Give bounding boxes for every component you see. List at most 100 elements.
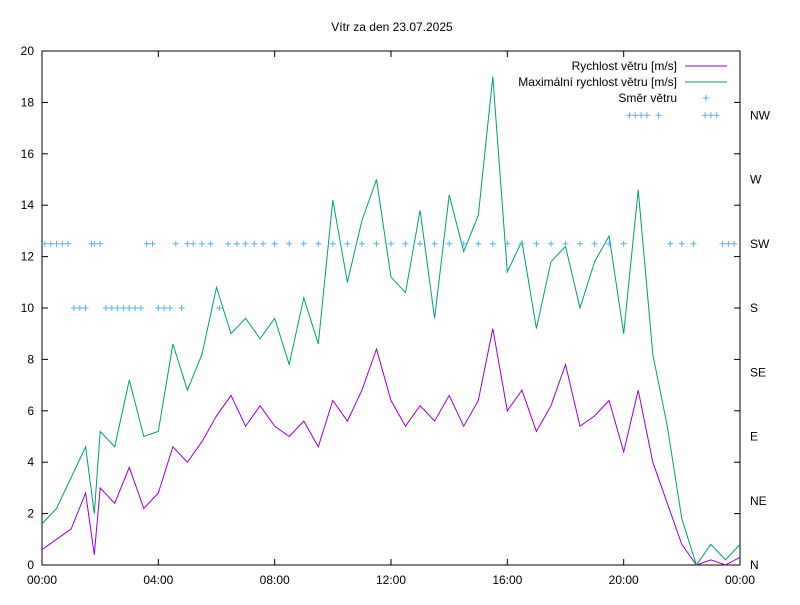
legend-swatch-point <box>703 95 709 101</box>
direction-point <box>731 240 738 247</box>
y2-tick-label: S <box>750 301 758 315</box>
direction-point <box>417 240 424 247</box>
direction-point <box>315 240 322 247</box>
y2-tick-label: E <box>750 430 758 444</box>
direction-point <box>149 240 156 247</box>
direction-point <box>702 112 709 119</box>
direction-point <box>260 240 267 247</box>
direction-point <box>76 305 83 311</box>
direction-point <box>53 240 60 247</box>
direction-point <box>91 240 98 247</box>
direction-point <box>577 240 584 247</box>
direction-point <box>591 240 598 247</box>
y2-tick-label: N <box>750 558 759 572</box>
direction-point <box>41 240 48 247</box>
x-tick-label: 04:00 <box>143 573 173 587</box>
direction-point <box>606 240 613 247</box>
y-tick-label: 2 <box>27 507 34 521</box>
direction-point <box>97 240 104 247</box>
direction-point <box>172 240 179 247</box>
y-tick-label: 12 <box>21 250 35 264</box>
direction-point <box>638 112 645 119</box>
y2-tick-label: NE <box>750 494 767 508</box>
x-tick-label: 00:00 <box>725 573 755 587</box>
y-tick-label: 14 <box>21 198 35 212</box>
direction-point <box>678 240 685 247</box>
x-tick-label: 16:00 <box>492 573 522 587</box>
direction-point <box>126 305 133 311</box>
y2-tick-label: W <box>750 173 762 187</box>
direction-point <box>161 305 168 311</box>
direction-point <box>547 240 554 247</box>
direction-point <box>475 240 482 247</box>
legend-label: Směr větru <box>618 91 677 105</box>
x-tick-label: 20:00 <box>609 573 639 587</box>
direction-point <box>690 240 697 247</box>
direction-point <box>713 112 720 119</box>
direction-point <box>431 240 438 247</box>
direction-point <box>286 240 293 247</box>
y-tick-label: 8 <box>27 352 34 366</box>
direction-point <box>707 112 714 119</box>
direction-point <box>300 240 307 247</box>
direction-point <box>184 240 191 247</box>
direction-point <box>643 112 650 119</box>
direction-point <box>198 240 205 247</box>
series-points-wind-direction <box>41 112 738 311</box>
direction-point <box>358 240 365 247</box>
direction-point <box>225 240 232 247</box>
direction-point <box>626 112 633 119</box>
direction-point <box>504 240 511 247</box>
direction-point <box>518 240 525 247</box>
x-tick-label: 08:00 <box>260 573 290 587</box>
direction-point <box>329 240 336 247</box>
direction-point <box>632 112 639 119</box>
direction-point <box>655 112 662 119</box>
direction-point <box>120 305 127 311</box>
direction-point <box>489 240 496 247</box>
direction-point <box>402 240 409 247</box>
direction-point <box>344 240 351 247</box>
direction-point <box>114 305 121 311</box>
direction-point <box>108 305 115 311</box>
direction-point <box>137 305 144 311</box>
direction-point <box>207 240 214 247</box>
direction-point <box>155 305 162 311</box>
direction-point <box>719 240 726 247</box>
plot-area-border <box>41 50 741 566</box>
direction-point <box>562 240 569 247</box>
direction-point <box>70 305 77 311</box>
y-tick-label: 0 <box>27 558 34 572</box>
direction-point <box>667 240 674 247</box>
direction-point <box>388 240 394 247</box>
series-layer <box>41 76 741 567</box>
direction-point <box>216 305 223 311</box>
y-tick-label: 10 <box>21 301 35 315</box>
direction-point <box>178 305 185 311</box>
direction-point <box>271 240 278 247</box>
y2-tick-label: NW <box>750 108 771 122</box>
legend-label: Rychlost větru [m/s] <box>572 59 677 73</box>
y-tick-label: 16 <box>21 147 35 161</box>
y-tick-label: 6 <box>27 404 34 418</box>
chart-title: Vítr za den 23.07.2025 <box>331 20 453 34</box>
legend: Rychlost větru [m/s] Maximální rychlost v… <box>518 59 727 105</box>
x-tick-label: 00:00 <box>27 573 57 587</box>
y2-tick-label: SE <box>750 365 766 379</box>
y-tick-label: 18 <box>21 95 35 109</box>
y-tick-label: 20 <box>21 44 35 58</box>
direction-point <box>102 305 109 311</box>
axes-layer: 0 2 4 6 8 10 12 14 16 18 20 N NE E SE S SW W NW 00:00 04:00 0… <box>21 44 771 587</box>
direction-point <box>373 240 380 247</box>
direction-point <box>620 240 627 247</box>
x-tick-label: 12:00 <box>376 573 406 587</box>
y-tick-label: 4 <box>27 455 34 469</box>
direction-point <box>166 305 173 311</box>
direction-point <box>143 240 150 247</box>
direction-point <box>132 305 139 311</box>
series-line-wind-speed <box>41 328 741 566</box>
direction-point <box>533 240 540 247</box>
direction-point <box>460 240 467 247</box>
